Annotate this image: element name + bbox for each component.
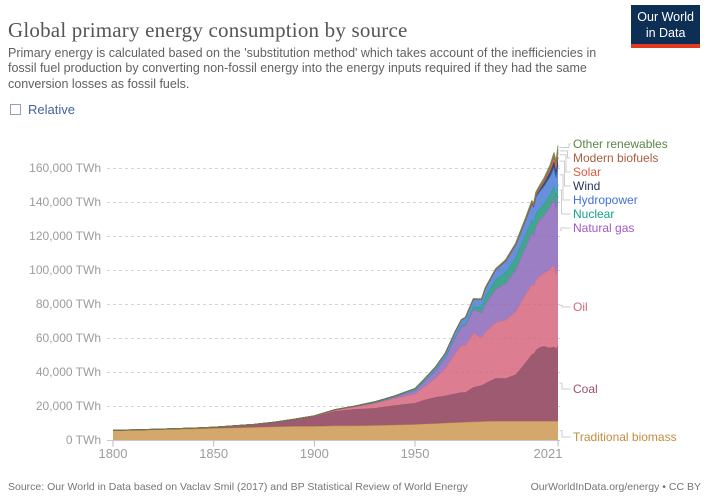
page-title: Global primary energy consumption by sou… — [8, 18, 408, 43]
edge-other-renewables — [112, 145, 559, 431]
legend-label-other-renewables[interactable]: Other renewables — [573, 137, 668, 151]
legend-label-coal[interactable]: Coal — [573, 382, 598, 396]
svg-text:1850: 1850 — [199, 446, 228, 461]
chart-subtitle: Primary energy is calculated based on th… — [8, 45, 597, 92]
svg-text:60,000 TWh: 60,000 TWh — [36, 331, 101, 345]
svg-text:80,000 TWh: 80,000 TWh — [36, 297, 101, 311]
relative-checkbox[interactable] — [10, 104, 21, 115]
svg-text:1950: 1950 — [401, 446, 430, 461]
legend-label-hydropower[interactable]: Hydropower — [573, 193, 638, 207]
svg-text:160,000 TWh: 160,000 TWh — [29, 161, 101, 175]
svg-text:140,000 TWh: 140,000 TWh — [29, 195, 101, 209]
svg-text:1900: 1900 — [300, 446, 329, 461]
source-note: Source: Our World in Data based on Vacla… — [8, 481, 468, 493]
relative-label: Relative — [28, 102, 75, 117]
legend-label-natural-gas[interactable]: Natural gas — [573, 221, 635, 235]
legend-label-nuclear[interactable]: Nuclear — [573, 207, 615, 221]
legend-label-solar[interactable]: Solar — [573, 165, 602, 179]
relative-toggle[interactable]: Relative — [10, 102, 75, 117]
svg-text:2021: 2021 — [534, 446, 563, 461]
y-axis-labels: 0 TWh 20,000 TWh 40,000 TWh 60,000 TWh 80,00… — [29, 161, 101, 447]
svg-text:120,000 TWh: 120,000 TWh — [29, 229, 101, 243]
legend-label-traditional-biomass[interactable]: Traditional biomass — [573, 430, 677, 444]
svg-text:40,000 TWh: 40,000 TWh — [36, 365, 101, 379]
area-coal[interactable] — [113, 345, 558, 431]
legend-leader-lines — [559, 143, 571, 438]
x-axis: 1800 1850 1900 1950 2021 — [99, 440, 563, 461]
legend-label-modern-biofuels[interactable]: Modern biofuels — [573, 151, 659, 165]
license-note: OurWorldInData.org/energy • CC BY — [530, 481, 701, 493]
legend-label-wind[interactable]: Wind — [573, 179, 601, 193]
owid-logo[interactable]: Our World in Data — [631, 5, 700, 48]
svg-text:100,000 TWh: 100,000 TWh — [29, 263, 101, 277]
owid-logo-line2: in Data — [645, 26, 686, 40]
svg-text:20,000 TWh: 20,000 TWh — [36, 399, 101, 413]
svg-text:1800: 1800 — [99, 446, 128, 461]
owid-logo-line1: Our World — [637, 10, 694, 24]
area-traditional-biomass[interactable] — [113, 421, 558, 440]
legend-label-oil[interactable]: Oil — [573, 300, 588, 314]
svg-text:0 TWh: 0 TWh — [66, 433, 101, 447]
area-oil[interactable] — [113, 264, 558, 431]
